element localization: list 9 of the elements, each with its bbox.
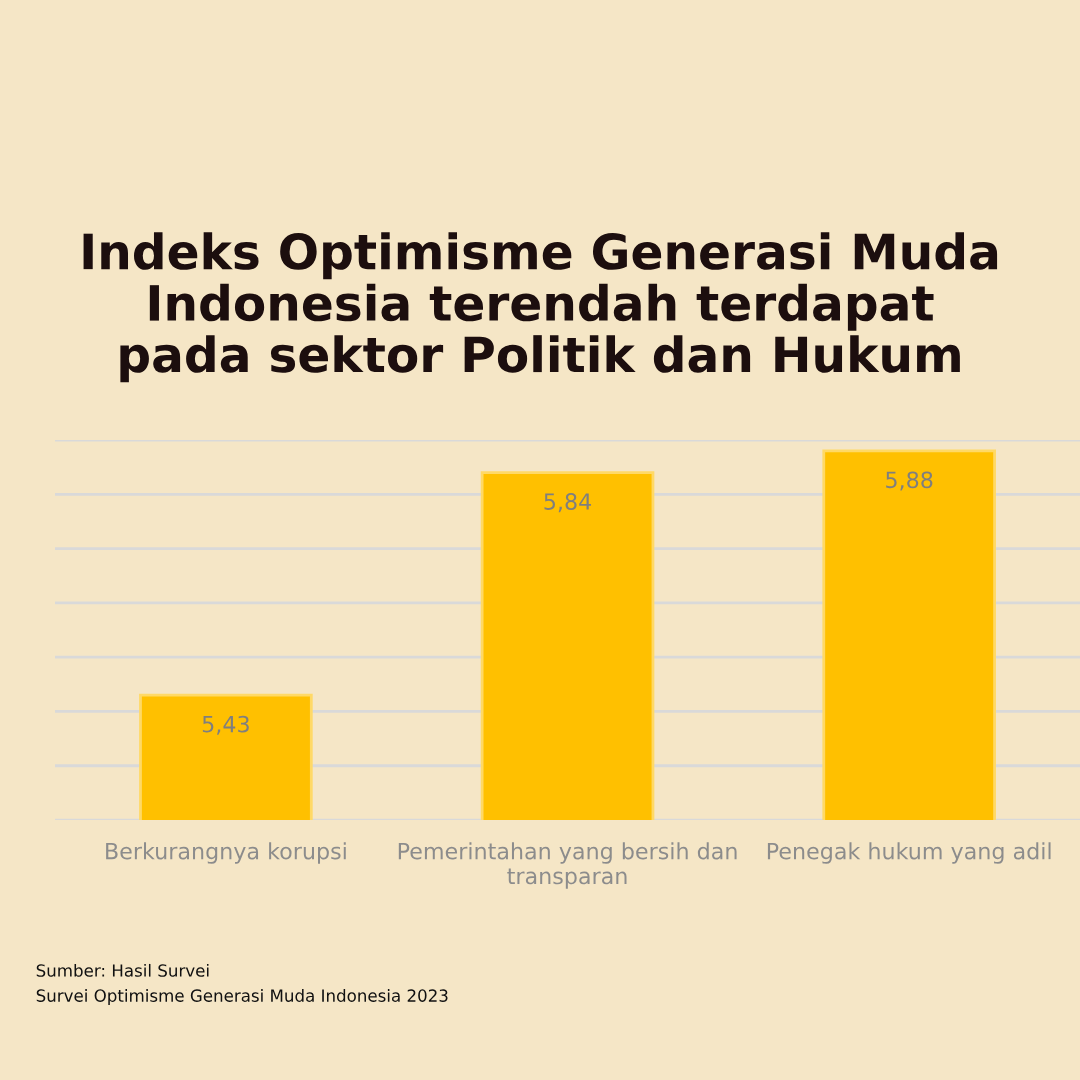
text: Sumber: Hasil Survei	[36, 963, 209, 977]
data-label: 5,43	[202, 715, 249, 735]
x-tick-label: Penegak hukum yang adil	[767, 842, 1051, 864]
text: Survei Optimisme Generasi Muda Indonesia 2023	[36, 988, 448, 1006]
data-label: 5,88	[886, 471, 933, 491]
x-tick-label: Berkurangnya korupsi	[106, 842, 346, 864]
data-label: 5,84	[544, 493, 592, 513]
chart-title: Indeks Optimisme Generasi Muda Indonesia terendah terdapat pada sektor Politik dan Hukum	[83, 232, 998, 383]
x-tick-label: Pemerintahan yang bersih dan transparan	[398, 842, 737, 889]
